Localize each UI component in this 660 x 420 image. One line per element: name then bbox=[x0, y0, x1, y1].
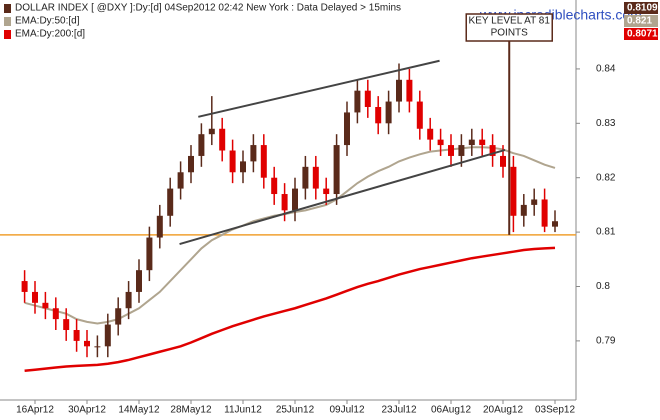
last-value-box bbox=[624, 15, 658, 27]
y-tick-label: 0.84 bbox=[596, 64, 616, 75]
y-tick-label: 0.83 bbox=[596, 118, 616, 129]
candle-body bbox=[208, 128, 215, 135]
candle-body bbox=[84, 340, 90, 347]
candle-body bbox=[520, 204, 527, 216]
candle-body bbox=[468, 139, 475, 146]
candle-body bbox=[364, 90, 371, 107]
trendline bbox=[179, 149, 506, 246]
candle-body bbox=[177, 172, 184, 189]
candle-body bbox=[250, 145, 257, 162]
legend-swatch bbox=[4, 4, 11, 13]
candle-body bbox=[115, 308, 122, 325]
candle-body bbox=[125, 291, 132, 309]
annotation-text: POINTS bbox=[491, 28, 529, 39]
trendline bbox=[198, 59, 440, 118]
candle-body bbox=[136, 270, 142, 292]
candle-body bbox=[541, 199, 548, 227]
legend-swatch bbox=[4, 30, 11, 39]
last-value-box bbox=[624, 2, 658, 14]
candle-body bbox=[489, 145, 496, 156]
candle-body bbox=[32, 291, 38, 303]
candle-body bbox=[104, 324, 111, 347]
candle-body bbox=[52, 308, 59, 320]
candle-body bbox=[323, 188, 330, 195]
x-tick-label: 03Sep12 bbox=[535, 405, 575, 416]
candle-body bbox=[416, 101, 423, 129]
last-value: 0.821 bbox=[627, 16, 652, 27]
candle-body bbox=[375, 106, 382, 124]
candle-body bbox=[42, 302, 49, 309]
x-tick-label: 25Jun12 bbox=[276, 405, 315, 416]
candle-body bbox=[94, 346, 101, 348]
candle-body bbox=[167, 188, 174, 216]
legend-label: EMA:Dy:50:[d] bbox=[15, 16, 80, 27]
candle-body bbox=[458, 145, 465, 156]
candle-body bbox=[292, 188, 298, 211]
legend-label: DOLLAR INDEX [ @DXY ]:Dy:[d] 04Sep2012 0… bbox=[15, 3, 401, 14]
candle-body bbox=[427, 128, 434, 140]
candle-body bbox=[156, 215, 163, 238]
x-tick-label: 14May12 bbox=[118, 405, 160, 416]
x-tick-label: 16Apr12 bbox=[16, 405, 54, 416]
last-value: 0.8071 bbox=[627, 29, 658, 40]
candle-body bbox=[21, 281, 28, 292]
candle-body bbox=[333, 145, 340, 195]
candle-body bbox=[240, 161, 246, 173]
candle-body bbox=[302, 166, 309, 189]
y-tick-label: 0.8 bbox=[596, 281, 610, 292]
y-tick-label: 0.81 bbox=[596, 227, 616, 238]
candle-body bbox=[188, 155, 194, 173]
candle-body bbox=[198, 134, 205, 156]
annotation-text: KEY LEVEL AT 81 bbox=[469, 16, 551, 27]
candle-body bbox=[146, 237, 153, 271]
x-tick-label: 20Aug12 bbox=[483, 405, 523, 416]
candle-body bbox=[344, 112, 350, 146]
candle-body bbox=[510, 166, 517, 216]
x-tick-label: 09Jul12 bbox=[329, 405, 364, 416]
candle-body bbox=[260, 145, 267, 178]
last-value-box bbox=[624, 28, 658, 40]
candle-body bbox=[479, 139, 486, 146]
candle-body bbox=[531, 199, 538, 205]
candle-body bbox=[73, 330, 80, 341]
candle-body bbox=[219, 128, 226, 151]
candle-body bbox=[396, 79, 402, 102]
x-tick-label: 06Aug12 bbox=[431, 405, 471, 416]
x-tick-label: 11Jun12 bbox=[224, 405, 262, 416]
legend-swatch bbox=[4, 17, 11, 26]
y-tick-label: 0.82 bbox=[596, 172, 616, 183]
candle-body bbox=[448, 145, 454, 156]
candle-body bbox=[312, 166, 319, 189]
candle-body bbox=[406, 79, 413, 102]
candle-body bbox=[281, 194, 288, 211]
y-tick-label: 0.79 bbox=[596, 336, 616, 347]
candle-body bbox=[63, 319, 70, 331]
candle-body bbox=[552, 221, 558, 227]
x-tick-label: 30Apr12 bbox=[68, 405, 106, 416]
x-tick-label: 28May12 bbox=[170, 405, 212, 416]
candle-body bbox=[354, 90, 361, 113]
annotation-box bbox=[465, 13, 553, 42]
candle-body bbox=[271, 177, 278, 195]
candle-body bbox=[500, 155, 506, 167]
candle-body bbox=[385, 101, 392, 124]
last-value: 0.8109 bbox=[627, 3, 658, 14]
candle-body bbox=[437, 139, 444, 146]
ema-line bbox=[24, 246, 556, 373]
x-tick-label: 23Jul12 bbox=[381, 405, 416, 416]
candle-body bbox=[229, 150, 236, 173]
legend-label: EMA:Dy:200:[d] bbox=[15, 29, 85, 40]
